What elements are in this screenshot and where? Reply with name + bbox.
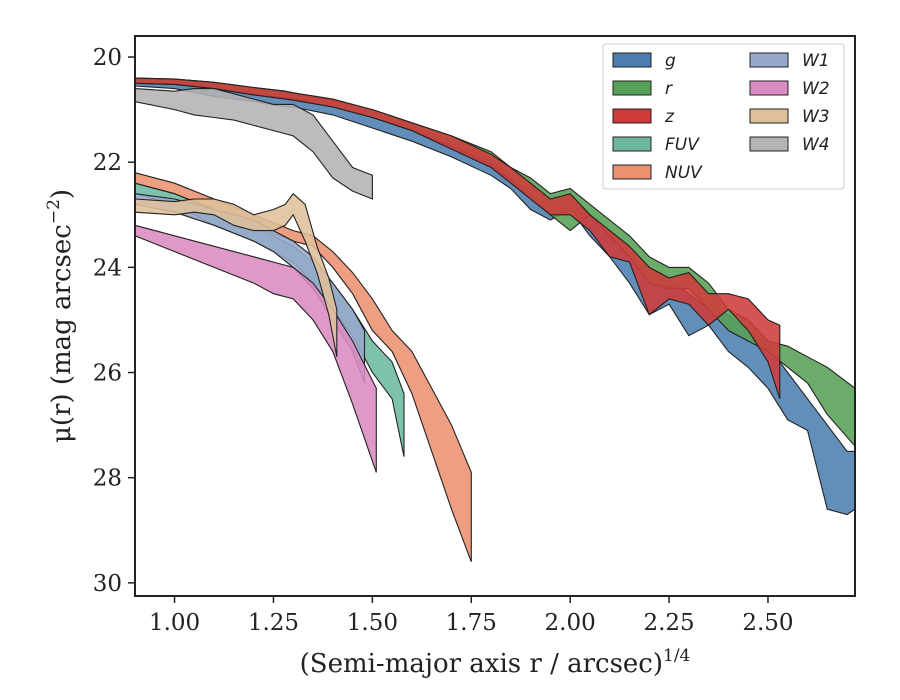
legend-swatch-g <box>612 52 652 68</box>
legend-label-g: g <box>665 51 676 71</box>
legend-label-w4: W4 <box>802 135 830 155</box>
x-tick-label: 1.25 <box>248 610 299 636</box>
legend-swatch-z <box>612 108 652 124</box>
y-tick-label: 24 <box>93 255 122 281</box>
x-tick-label: 1.00 <box>149 610 200 636</box>
y-axis-label-suffix: ) <box>47 189 77 199</box>
y-axis-label: μ(r) (mag arcsec−2) <box>44 189 77 443</box>
y-tick-label: 22 <box>93 150 122 176</box>
legend-label-r: r <box>665 79 673 99</box>
legend-swatch-nuv <box>612 164 652 180</box>
x-tick-label: 2.25 <box>643 610 694 636</box>
legend-label-w3: W3 <box>802 107 830 127</box>
legend: grz FUV NUV W1 W2 W3 W4 <box>602 43 845 190</box>
x-axis-label-main: (Semi-major axis r / arcsec) <box>300 649 663 679</box>
band-w3 <box>134 192 338 357</box>
x-axis-label: (Semi-major axis r / arcsec)1/4 <box>300 646 691 679</box>
band-z <box>134 77 781 399</box>
plot-frame <box>134 35 856 597</box>
legend-label-nuv: NUV <box>665 163 703 183</box>
x-tick-label: 1.75 <box>446 610 497 636</box>
legend-label-w2: W2 <box>802 79 830 99</box>
x-tick-label: 2.00 <box>545 610 596 636</box>
legend-swatch-r <box>612 80 652 96</box>
y-tick-label: 26 <box>93 361 122 387</box>
y-tick-label: 28 <box>93 466 122 492</box>
x-tick-label: 2.50 <box>742 610 793 636</box>
legend-swatch-w1 <box>749 52 789 68</box>
y-tick-label: 30 <box>93 571 122 597</box>
y-tick-label: 20 <box>93 45 122 71</box>
x-axis-label-exponent: 1/4 <box>663 646 690 666</box>
legend-label-w1: W1 <box>802 51 830 71</box>
legend-label-fuv: FUV <box>665 135 700 155</box>
y-axis-label-main: μ(r) (mag arcsec <box>47 224 77 443</box>
x-tick-label: 1.50 <box>347 610 398 636</box>
x-axis: 1.00 1.25 1.50 1.75 2.00 2.25 2.50 <box>149 596 794 636</box>
series-bands <box>134 77 856 562</box>
band-w2 <box>134 224 377 473</box>
y-axis-label-exponent: −2 <box>44 199 64 224</box>
legend-swatch-w3 <box>749 108 789 124</box>
legend-swatch-w4 <box>749 136 789 152</box>
band-w4 <box>134 88 373 200</box>
legend-swatch-w2 <box>749 80 789 96</box>
y-axis: 20 22 24 26 28 30 <box>93 45 135 597</box>
legend-frame <box>602 43 845 190</box>
legend-label-z: z <box>664 107 675 127</box>
legend-swatch-fuv <box>612 136 652 152</box>
